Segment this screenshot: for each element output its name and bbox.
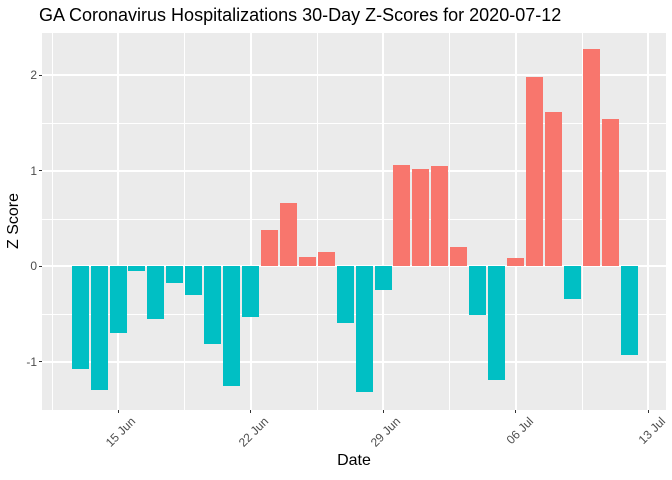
major-h-gridline [42,265,666,268]
bar-2020-07-03 [450,247,468,267]
major-v-gridline [249,33,252,410]
minor-v-gridline [184,33,186,410]
bar-2020-07-05 [488,266,506,381]
x-tick-label: 13 Jul [635,414,669,447]
x-tick-mark [117,410,119,413]
bar-2020-07-09 [563,266,581,299]
minor-h-gridline [42,314,666,316]
minor-v-gridline [51,33,53,410]
bar-2020-06-30 [393,165,411,267]
bar-2020-07-06 [507,257,524,267]
bar-2020-06-18 [166,266,184,283]
major-v-gridline [647,33,649,410]
bar-2020-06-28 [355,266,373,393]
y-tick-mark [39,265,42,267]
bar-2020-07-04 [469,266,487,316]
bar-2020-06-25 [298,256,316,267]
major-v-gridline [514,33,517,410]
minor-h-gridline [42,122,666,124]
y-tick-mark [39,170,42,172]
minor-v-gridline [316,33,318,410]
major-h-gridline [42,169,666,172]
y-tick-mark [39,74,42,76]
bar-2020-07-02 [431,165,449,267]
x-tick-mark [647,410,649,413]
plot-panel [42,33,666,410]
minor-h-gridline [42,218,666,220]
chart-title: GA Coronavirus Hospitalizations 30-Day Z… [39,5,562,25]
bar-2020-06-19 [185,266,203,295]
x-tick-label: 29 Jun [367,414,404,450]
bar-2020-06-27 [336,266,354,323]
bar-2020-06-15 [109,266,127,334]
x-tick-label: 06 Jul [503,414,536,447]
bar-2020-06-24 [279,203,297,267]
bar-2020-06-21 [223,266,241,386]
bar-2020-07-11 [601,119,619,267]
y-tick-label: 0 [30,259,37,274]
major-v-gridline [382,33,384,410]
y-tick-mark [39,361,42,363]
x-tick-mark [515,410,516,413]
bar-2020-07-12 [620,266,638,356]
bar-2020-06-29 [374,266,392,291]
x-tick-label: 15 Jun [102,414,139,450]
major-h-gridline [42,74,666,77]
x-tick-mark [250,410,251,413]
x-axis-title: Date [337,452,371,469]
y-tick-label: -1 [26,354,37,369]
major-h-gridline [42,360,666,363]
y-axis-title: Z Score [5,192,22,250]
x-tick-label: 22 Jun [235,414,271,450]
minor-v-gridline [581,33,583,410]
bar-2020-06-16 [128,266,146,272]
major-v-gridline [117,33,119,410]
y-tick-label: 2 [30,68,37,83]
bar-2020-07-10 [582,49,600,267]
bar-2020-06-17 [147,266,165,319]
bar-2020-07-01 [412,168,430,267]
bar-2020-06-14 [90,266,108,390]
bar-2020-06-22 [242,266,259,317]
bar-2020-07-08 [544,112,562,267]
bar-2020-07-07 [526,77,543,267]
x-tick-mark [382,410,384,413]
bar-2020-06-20 [204,266,222,344]
y-tick-label: 1 [30,163,37,178]
bar-2020-06-26 [317,252,335,267]
minor-v-gridline [449,33,451,410]
bar-2020-06-23 [260,230,278,267]
bar-2020-06-13 [71,266,89,369]
